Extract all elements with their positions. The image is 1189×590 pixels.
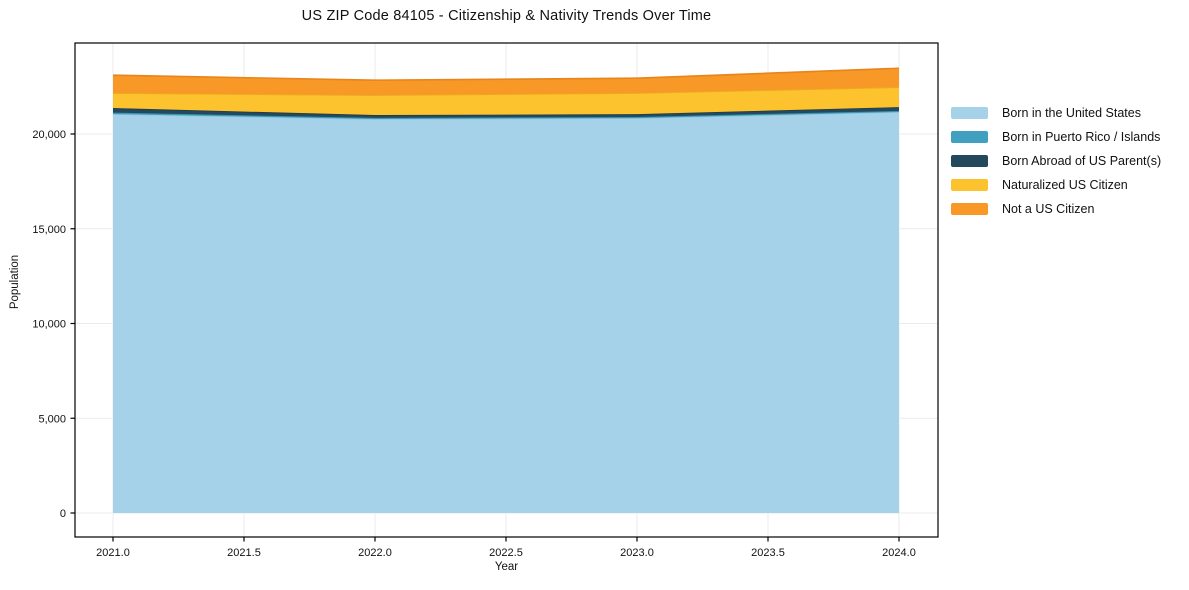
legend-label: Born Abroad of US Parent(s)	[1002, 154, 1162, 168]
legend-label: Not a US Citizen	[1002, 202, 1095, 216]
area-born-in-the-united-states	[113, 112, 899, 513]
area-edge-not-a-us-citizen	[112, 67, 900, 81]
x-tick-label: 2022.0	[358, 547, 392, 559]
y-tick-label: 0	[60, 508, 66, 520]
legend-swatch-icon	[951, 155, 988, 167]
area-not-a-us-citizen	[113, 68, 899, 96]
legend-item: Born in Puerto Rico / Islands	[951, 130, 1161, 144]
legend-item: Naturalized US Citizen	[951, 178, 1161, 192]
y-tick-label: 5,000	[38, 413, 66, 425]
x-tick-label: 2021.0	[96, 547, 130, 559]
area-naturalized-us-citizen	[113, 87, 899, 116]
x-tick-label: 2022.5	[489, 547, 523, 559]
x-tick-label: 2023.5	[751, 547, 785, 559]
x-tick-label: 2021.5	[227, 547, 261, 559]
legend-label: Born in Puerto Rico / Islands	[1002, 130, 1161, 144]
legend-item: Not a US Citizen	[951, 202, 1161, 216]
y-tick-label: 20,000	[32, 129, 66, 141]
legend-swatch-icon	[951, 131, 988, 143]
legend-swatch-icon	[951, 107, 988, 119]
x-tick-label: 2024.0	[882, 547, 916, 559]
y-tick-label: 15,000	[32, 224, 66, 236]
y-tick-label: 10,000	[32, 319, 66, 331]
legend-label: Born in the United States	[1002, 106, 1141, 120]
legend-item: Born Abroad of US Parent(s)	[951, 154, 1161, 168]
chart-title: US ZIP Code 84105 - Citizenship & Nativi…	[301, 8, 712, 24]
legend-swatch-icon	[951, 179, 988, 191]
legend-swatch-icon	[951, 203, 988, 215]
x-tick-label: 2023.0	[620, 547, 654, 559]
x-axis-label: Year	[494, 561, 519, 573]
legend-label: Naturalized US Citizen	[1002, 178, 1128, 192]
legend: Born in the United States Born in Puerto …	[951, 106, 1161, 226]
area-born-abroad-of-us-parent-s	[113, 107, 899, 118]
legend-item: Born in the United States	[951, 106, 1161, 120]
